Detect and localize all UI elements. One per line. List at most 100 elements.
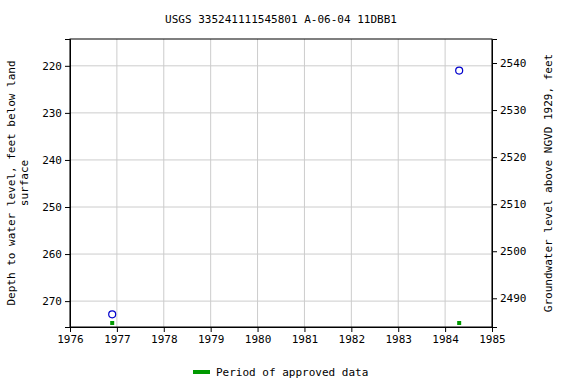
- grid-line: [70, 112, 492, 113]
- tick-mark: [65, 113, 70, 114]
- tick-mark: [65, 301, 70, 302]
- grid-line: [70, 159, 492, 160]
- tick-label: 2520: [500, 151, 527, 164]
- tick-mark: [164, 327, 165, 332]
- tick: 1981: [292, 327, 319, 346]
- tick: 2540: [492, 57, 527, 70]
- axis-line: [71, 328, 493, 333]
- axis: 2490 2500 2510 2520 2530 2540: [492, 40, 527, 328]
- tick-label: 1977: [104, 333, 131, 346]
- tick-mark: [258, 327, 259, 332]
- tick-label: 2500: [500, 245, 527, 258]
- tick-mark: [492, 204, 497, 205]
- y2-axis-title: Groundwater level above NGVD 1929, feet: [542, 54, 555, 312]
- tick: 230: [42, 107, 70, 120]
- tick-label: 2540: [500, 57, 527, 70]
- tick-mark: [65, 160, 70, 161]
- tick: 1977: [104, 327, 131, 346]
- data-point: [109, 311, 116, 318]
- grid: [70, 39, 492, 327]
- tick: 220: [42, 60, 70, 73]
- tick-label: 250: [42, 201, 62, 214]
- legend-label: Period of approved data: [216, 366, 368, 379]
- tick: 2490: [492, 292, 527, 305]
- data-point: [456, 67, 463, 74]
- legend-swatch: [193, 370, 210, 374]
- tick-mark: [304, 327, 305, 332]
- tick-label: 260: [42, 248, 62, 261]
- grid-line: [70, 301, 492, 302]
- tick-mark: [398, 327, 399, 332]
- tick-label: 1982: [339, 333, 366, 346]
- y-axis-title-line: surface: [18, 160, 31, 206]
- grid-line: [398, 39, 399, 327]
- y-axis-title: Depth to water level, feet below landsur…: [5, 60, 31, 305]
- tick: 250: [42, 201, 70, 214]
- tick-mark: [117, 327, 118, 332]
- tick: 1980: [245, 327, 272, 346]
- tick-mark: [351, 327, 352, 332]
- grid-line: [70, 254, 492, 255]
- plot-frame: [70, 39, 492, 327]
- grid-line: [116, 39, 117, 327]
- tick: 2500: [492, 245, 527, 258]
- tick-label: 1980: [245, 333, 272, 346]
- approved-period: [110, 321, 114, 325]
- tick-label: 270: [42, 295, 62, 308]
- axis-line: [65, 40, 71, 328]
- tick-label: 230: [42, 107, 62, 120]
- tick-label: 1979: [198, 333, 225, 346]
- tick-mark: [492, 157, 497, 158]
- title: USGS 335241111545801 A-06-04 11DBB1: [165, 13, 397, 26]
- grid-line: [210, 39, 211, 327]
- tick-label: 2510: [500, 198, 527, 211]
- grid-line: [70, 65, 492, 66]
- tick-label: 1983: [385, 333, 412, 346]
- grid-line: [70, 207, 492, 208]
- axis: 220 230 240 250 260 270: [42, 40, 70, 328]
- marks: [109, 67, 463, 325]
- tick: 2530: [492, 104, 527, 117]
- tick-label: 2530: [500, 104, 527, 117]
- legend: Period of approved data: [193, 366, 368, 379]
- tick: 1985: [479, 327, 506, 346]
- tick: 2520: [492, 151, 527, 164]
- y-axis-title-line: Depth to water level, feet below land: [5, 60, 18, 305]
- tick-label: 220: [42, 60, 62, 73]
- tick-mark: [65, 207, 70, 208]
- grid-line: [163, 39, 164, 327]
- axis: 1976 1977 1978 1979 1980 1981 1982 1983 1984 1985: [57, 327, 506, 346]
- tick-label: 1976: [57, 333, 84, 346]
- grid-line: [351, 39, 352, 327]
- tick-label: 1984: [432, 333, 459, 346]
- tick-label: 2490: [500, 292, 527, 305]
- grid-line: [304, 39, 305, 327]
- tick-mark: [492, 298, 497, 299]
- tick: 1978: [151, 327, 178, 346]
- chart: 1976 1977 1978 1979 1980 1981 1982 1983 1984 1985…: [0, 0, 576, 384]
- grid-line: [445, 39, 446, 327]
- tick-mark: [492, 251, 497, 252]
- tick: 1979: [198, 327, 225, 346]
- tick-mark: [211, 327, 212, 332]
- tick-label: 1985: [479, 333, 506, 346]
- tick-mark: [492, 63, 497, 64]
- tick-label: 240: [42, 154, 62, 167]
- tick-mark: [65, 254, 70, 255]
- tick-label: 1981: [292, 333, 319, 346]
- tick: 260: [42, 248, 70, 261]
- approved-period: [457, 321, 461, 325]
- tick: 270: [42, 295, 70, 308]
- tick: 1983: [385, 327, 412, 346]
- tick: 1982: [339, 327, 366, 346]
- tick: 2510: [492, 198, 527, 211]
- tick-label: 1978: [151, 333, 178, 346]
- tick: 1976: [57, 327, 84, 346]
- tick: 1984: [432, 327, 459, 346]
- tick-mark: [492, 110, 497, 111]
- tick: 240: [42, 154, 70, 167]
- tick-mark: [445, 327, 446, 332]
- grid-line: [257, 39, 258, 327]
- axis-line: [493, 40, 498, 328]
- tick-mark: [65, 66, 70, 67]
